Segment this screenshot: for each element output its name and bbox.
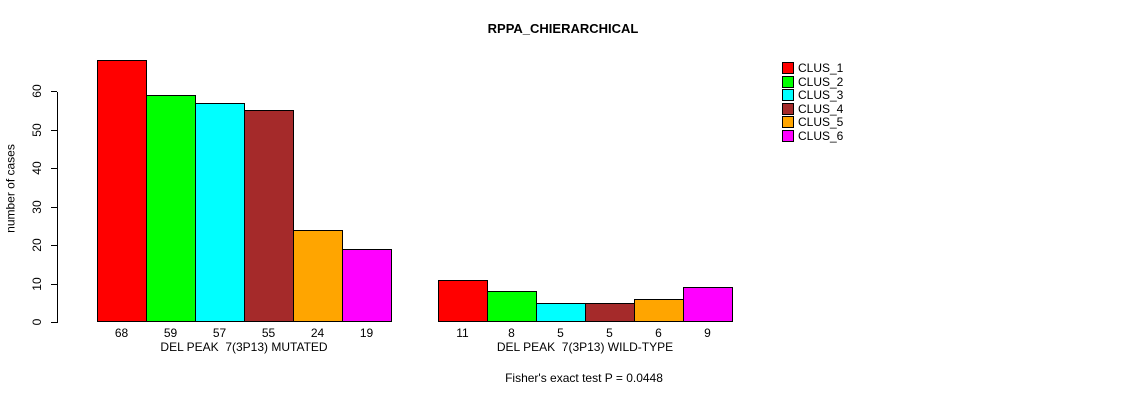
bar-clus_5-group2 [634, 299, 684, 322]
bar-value-label: 55 [261, 326, 276, 340]
bar-clus_2-group1 [146, 95, 196, 322]
legend-label-clus_1: CLUS_1 [798, 61, 844, 75]
bar-clus_2-group2 [487, 291, 537, 322]
bar-value-label: 8 [508, 326, 515, 340]
bar-clus_6-group1 [342, 249, 392, 322]
legend-label-clus_2: CLUS_2 [798, 75, 844, 89]
y-tick-label-50: 50 [30, 123, 44, 137]
bar-value-label: 5 [557, 326, 564, 340]
y-tick-label-0: 0 [30, 318, 44, 326]
y-axis-line [57, 92, 58, 323]
y-tick-label-60: 60 [30, 84, 44, 98]
y-tick-label-10: 10 [30, 277, 44, 291]
bar-clus_6-group2 [683, 287, 733, 322]
legend-label-clus_3: CLUS_3 [798, 88, 844, 102]
group-label-2: DEL PEAK 7(3P13) WILD-TYPE [496, 340, 674, 354]
y-tick-label-20: 20 [30, 238, 44, 252]
group-label-1: DEL PEAK 7(3P13) MUTATED [160, 340, 328, 354]
bar-clus_4-group2 [585, 303, 635, 322]
bar-value-label: 57 [212, 326, 227, 340]
y-tick-mark-40 [51, 168, 57, 169]
bar-clus_3-group2 [536, 303, 586, 322]
chart-title: RPPA_CHIERARCHICAL [487, 21, 639, 36]
bar-value-label: 68 [114, 326, 129, 340]
y-tick-label-40: 40 [30, 161, 44, 175]
bar-clus_5-group1 [293, 230, 343, 322]
y-axis-title: number of cases [3, 144, 18, 233]
y-tick-mark-20 [51, 245, 57, 246]
y-tick-mark-50 [51, 130, 57, 131]
bar-value-label: 5 [606, 326, 613, 340]
bar-clus_1-group2 [438, 280, 488, 322]
legend-swatch-clus_4 [782, 103, 794, 115]
legend-swatch-clus_3 [782, 89, 794, 101]
bar-value-label: 19 [359, 326, 374, 340]
y-tick-label-30: 30 [30, 200, 44, 214]
bar-clus_1-group1 [97, 60, 147, 322]
fisher-test-caption: Fisher's exact test P = 0.0448 [505, 371, 663, 385]
y-tick-mark-30 [51, 207, 57, 208]
legend-swatch-clus_6 [782, 130, 794, 142]
legend-label-clus_6: CLUS_6 [798, 129, 844, 143]
y-tick-mark-60 [51, 91, 57, 92]
y-tick-mark-0 [51, 322, 57, 323]
bar-clus_4-group1 [244, 110, 294, 322]
bar-value-label: 24 [310, 326, 325, 340]
legend-swatch-clus_5 [782, 116, 794, 128]
bar-clus_3-group1 [195, 103, 245, 322]
legend-swatch-clus_2 [782, 76, 794, 88]
legend-swatch-clus_1 [782, 62, 794, 74]
bar-value-label: 11 [456, 326, 469, 340]
bar-value-label: 9 [704, 326, 711, 340]
legend-label-clus_5: CLUS_5 [798, 115, 844, 129]
bar-value-label: 6 [655, 326, 662, 340]
bar-value-label: 59 [163, 326, 178, 340]
y-tick-mark-10 [51, 284, 57, 285]
legend-label-clus_4: CLUS_4 [798, 102, 844, 116]
